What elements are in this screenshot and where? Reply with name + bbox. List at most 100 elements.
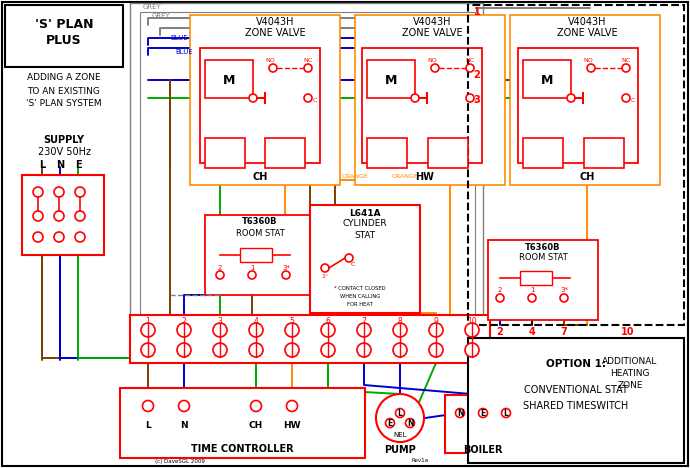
Text: V4043H: V4043H [413, 17, 451, 27]
Text: ORANGE: ORANGE [342, 175, 368, 180]
Text: ROOM STAT: ROOM STAT [519, 254, 567, 263]
Text: M: M [223, 73, 235, 87]
Bar [130, 3, 483, 358]
Circle shape [282, 271, 290, 279]
Bar [22, 175, 104, 255]
Text: 3*: 3* [282, 265, 290, 271]
Circle shape [285, 343, 299, 357]
Circle shape [75, 232, 85, 242]
Circle shape [33, 232, 43, 242]
Text: 4: 4 [529, 327, 535, 337]
Text: ZONE: ZONE [618, 381, 643, 390]
Text: 6: 6 [326, 316, 331, 326]
Circle shape [478, 409, 488, 417]
Text: T6360B: T6360B [525, 242, 561, 251]
Bar [523, 138, 563, 168]
Circle shape [249, 343, 263, 357]
Bar [445, 395, 520, 453]
Text: 2: 2 [497, 287, 502, 293]
Text: N: N [457, 409, 463, 417]
Circle shape [286, 401, 297, 411]
Circle shape [465, 343, 479, 357]
Text: NEL: NEL [393, 432, 406, 438]
Text: 10: 10 [467, 316, 477, 326]
Circle shape [502, 409, 511, 417]
Text: 7: 7 [560, 327, 567, 337]
Circle shape [587, 64, 595, 72]
Text: ROOM STAT: ROOM STAT [235, 228, 284, 237]
Text: T6360B: T6360B [242, 218, 278, 227]
Circle shape [33, 211, 43, 221]
Circle shape [249, 323, 263, 337]
Bar [468, 5, 684, 325]
Bar [520, 271, 552, 285]
Text: 'S' PLAN: 'S' PLAN [34, 17, 93, 30]
Text: 2: 2 [218, 265, 222, 271]
Text: NO: NO [583, 58, 593, 64]
Circle shape [622, 64, 630, 72]
Text: 3*: 3* [560, 287, 568, 293]
Circle shape [496, 294, 504, 302]
Circle shape [406, 418, 415, 427]
Circle shape [141, 323, 155, 337]
Text: 1°: 1° [322, 273, 328, 278]
Circle shape [216, 271, 224, 279]
Text: ADDITIONAL: ADDITIONAL [602, 358, 658, 366]
Text: C: C [351, 263, 355, 268]
Circle shape [285, 323, 299, 337]
Text: C: C [475, 97, 479, 102]
Circle shape [622, 94, 630, 102]
Text: GREY: GREY [152, 13, 170, 19]
Text: NO: NO [265, 58, 275, 64]
Bar [120, 388, 365, 458]
Bar [367, 138, 407, 168]
Circle shape [213, 343, 227, 357]
Text: ZONE VALVE: ZONE VALVE [245, 28, 305, 38]
Bar [523, 60, 571, 98]
Bar [190, 15, 340, 185]
Bar [265, 138, 305, 168]
Circle shape [179, 401, 190, 411]
Circle shape [560, 294, 568, 302]
Text: 3: 3 [473, 95, 480, 105]
Text: PUMP: PUMP [384, 445, 416, 455]
Circle shape [143, 401, 153, 411]
Text: NC: NC [304, 58, 313, 64]
Text: TO AN EXISTING: TO AN EXISTING [28, 87, 101, 95]
Text: ADDING A ZONE: ADDING A ZONE [27, 73, 101, 82]
Text: GREY: GREY [143, 4, 161, 10]
Bar [140, 12, 475, 350]
Circle shape [177, 343, 191, 357]
Bar [240, 248, 272, 262]
Text: 'S' PLAN SYSTEM: 'S' PLAN SYSTEM [26, 100, 102, 109]
Text: 4: 4 [253, 316, 259, 326]
Bar [355, 15, 505, 185]
Bar [367, 60, 415, 98]
Circle shape [33, 187, 43, 197]
Text: E: E [75, 160, 81, 170]
Text: OPTION 1:: OPTION 1: [546, 359, 606, 369]
Text: BOILER: BOILER [463, 445, 503, 455]
Bar [205, 215, 315, 295]
Text: STAT: STAT [355, 231, 375, 240]
Text: N: N [406, 418, 413, 427]
Text: 2: 2 [497, 327, 504, 337]
Text: N: N [56, 160, 64, 170]
Circle shape [321, 343, 335, 357]
Circle shape [567, 94, 575, 102]
Circle shape [528, 294, 536, 302]
Bar [428, 138, 468, 168]
Text: ORANGE: ORANGE [392, 175, 418, 180]
Circle shape [411, 94, 419, 102]
Circle shape [357, 343, 371, 357]
Text: SUPPLY: SUPPLY [43, 135, 84, 145]
Bar [584, 138, 624, 168]
Bar [205, 60, 253, 98]
Circle shape [466, 64, 474, 72]
Circle shape [455, 409, 464, 417]
Text: HW: HW [284, 421, 301, 430]
Text: WHEN CALLING: WHEN CALLING [340, 293, 380, 299]
Text: E: E [387, 418, 393, 427]
Text: 1: 1 [146, 316, 150, 326]
Text: 8: 8 [397, 316, 402, 326]
